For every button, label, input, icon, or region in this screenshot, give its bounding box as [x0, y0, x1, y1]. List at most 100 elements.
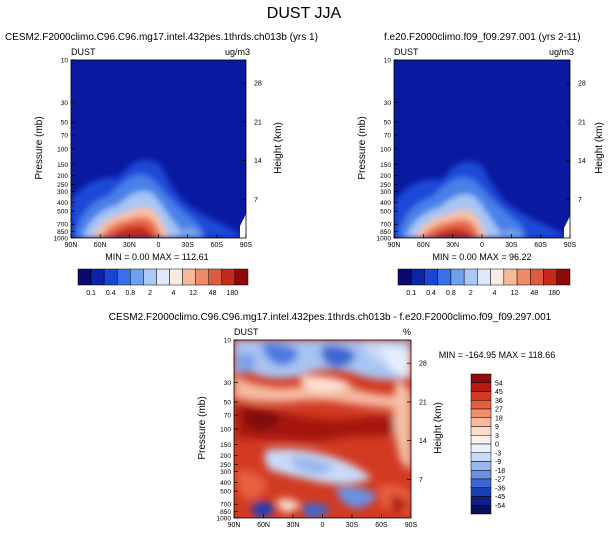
y-tick-label: 70	[384, 133, 392, 140]
y2-tick-label: 14	[419, 438, 427, 445]
colorbar-swatch	[470, 435, 492, 445]
colorbar-swatch	[503, 268, 518, 286]
y-tick-label: 400	[380, 200, 391, 207]
y2-tick-label: 21	[254, 119, 262, 126]
y-tick-label: 700	[380, 222, 391, 229]
y2-tick-label: 7	[578, 197, 582, 204]
colorbar-label: 4	[172, 290, 176, 297]
colorbar-label: 4	[493, 290, 497, 297]
x-tick-label: 60N	[94, 242, 107, 249]
x-tick-label: 30N	[287, 522, 300, 529]
y-tick-label: 250	[380, 182, 391, 189]
colorbar-label: 2	[148, 290, 152, 297]
colorbar-swatch	[397, 268, 412, 286]
x-tick-label: 90S	[405, 522, 418, 529]
panel-c-title: CESM2.F2000climo.C96.C96.mg17.intel.432p…	[109, 312, 552, 323]
y-tick-label: 100	[380, 146, 391, 153]
y-tick-label: 50	[61, 120, 69, 127]
x-tick-label: 60S	[375, 522, 388, 529]
x-tick-label: 30S	[181, 242, 194, 249]
y-tick-label: 500	[57, 209, 68, 216]
y-tick-label: 300	[220, 469, 231, 476]
colorbar-label: 9	[495, 424, 499, 431]
colorbar-swatch	[221, 268, 236, 286]
y-tick-label: 50	[224, 400, 232, 407]
colorbar-label: 0.4	[106, 290, 116, 297]
colorbar-label: 2	[469, 290, 473, 297]
x-tick-label: 0	[321, 522, 325, 529]
panel-a-colorbar: 0.1 0.4 0.8 2 4 12 48 180	[77, 268, 249, 297]
y2-tick-label: 14	[254, 158, 262, 165]
colorbar-swatch	[477, 268, 491, 286]
colorbar-label: 12	[511, 290, 519, 297]
colorbar-swatch	[143, 268, 157, 286]
colorbar-label: -54	[495, 503, 505, 510]
colorbar-label: 0.8	[125, 290, 135, 297]
colorbar-swatch	[470, 426, 492, 436]
colorbar-label: 18	[495, 415, 503, 422]
figure-title: DUST JJA	[267, 5, 342, 22]
colorbar-label: -9	[495, 459, 501, 466]
panel-a-x-axis: 90N 60N 30N 0 30S 60S 90S	[65, 234, 253, 249]
colorbar-swatch	[470, 373, 492, 383]
colorbar-label: 48	[530, 290, 538, 297]
colorbar-swatch	[530, 268, 544, 286]
colorbar-label: 0.1	[86, 290, 96, 297]
y-tick-label: 10	[61, 57, 69, 64]
y-tick-label: 30	[384, 100, 392, 107]
x-tick-label: 90S	[564, 242, 577, 249]
panel-b-ylabel: Pressure (mb)	[357, 116, 368, 179]
colorbar-label: 48	[209, 290, 217, 297]
y-tick-label: 200	[57, 173, 68, 180]
x-tick-label: 60N	[417, 242, 430, 249]
y-tick-label: 1000	[54, 236, 69, 243]
panel-a-units: ug/m3	[225, 47, 250, 57]
colorbar-swatch	[169, 268, 183, 286]
colorbar-swatch	[103, 268, 118, 286]
colorbar-label: 45	[495, 389, 503, 396]
y-tick-label: 10	[384, 57, 392, 64]
colorbar-label: -36	[495, 485, 505, 492]
panel-c-field	[234, 340, 411, 518]
panel-c: CESM2.F2000climo.C96.C96.mg17.intel.432p…	[109, 312, 555, 529]
colorbar-swatch	[516, 268, 531, 286]
colorbar-label: 54	[495, 380, 503, 387]
colorbar-label: -18	[495, 468, 505, 475]
colorbar-swatch	[470, 496, 492, 506]
y-tick-label: 250	[220, 462, 231, 469]
panel-b-stats: MIN = 0.00 MAX = 96.22	[432, 252, 531, 262]
panel-c-stats: MIN = -164.95 MAX = 118.66	[439, 350, 555, 360]
y-tick-label: 100	[220, 426, 231, 433]
y-tick-label: 250	[57, 182, 68, 189]
panel-b: f.e20.F2000climo.f09_f09.297.001 (yrs 2-…	[357, 32, 605, 297]
y-tick-label: 850	[220, 509, 231, 516]
colorbar-swatch	[543, 268, 558, 286]
y-tick-label: 400	[220, 480, 231, 487]
colorbar-swatch	[234, 268, 249, 286]
y-tick-label: 150	[380, 162, 391, 169]
colorbar-swatch	[116, 268, 131, 286]
y-tick-label: 500	[380, 209, 391, 216]
colorbar-swatch	[470, 487, 492, 497]
colorbar-label: 0	[495, 442, 499, 449]
y-tick-label: 500	[220, 489, 231, 496]
colorbar-swatch	[156, 268, 170, 286]
x-tick-label: 60N	[257, 522, 270, 529]
y-tick-label: 300	[57, 189, 68, 196]
x-tick-label: 90S	[240, 242, 253, 249]
y-tick-label: 70	[224, 413, 232, 420]
panel-b-colorbar: 0.1 0.4 0.8 2 4 12 48 180	[397, 268, 571, 297]
x-tick-label: 0	[480, 242, 484, 249]
panel-a-title: CESM2.F2000climo.C96.C96.mg17.intel.432p…	[5, 32, 318, 43]
panel-a-y2label: Height (km)	[273, 122, 284, 174]
y-tick-label: 700	[57, 222, 68, 229]
colorbar-swatch	[437, 268, 452, 286]
panel-a-right-axis: 28 21 14 7	[242, 81, 262, 204]
panel-c-left-label: DUST	[234, 327, 259, 337]
colorbar-swatch	[470, 470, 492, 480]
colorbar-swatch	[470, 408, 492, 418]
colorbar-label: 27	[495, 407, 503, 414]
colorbar-swatch	[450, 268, 465, 286]
